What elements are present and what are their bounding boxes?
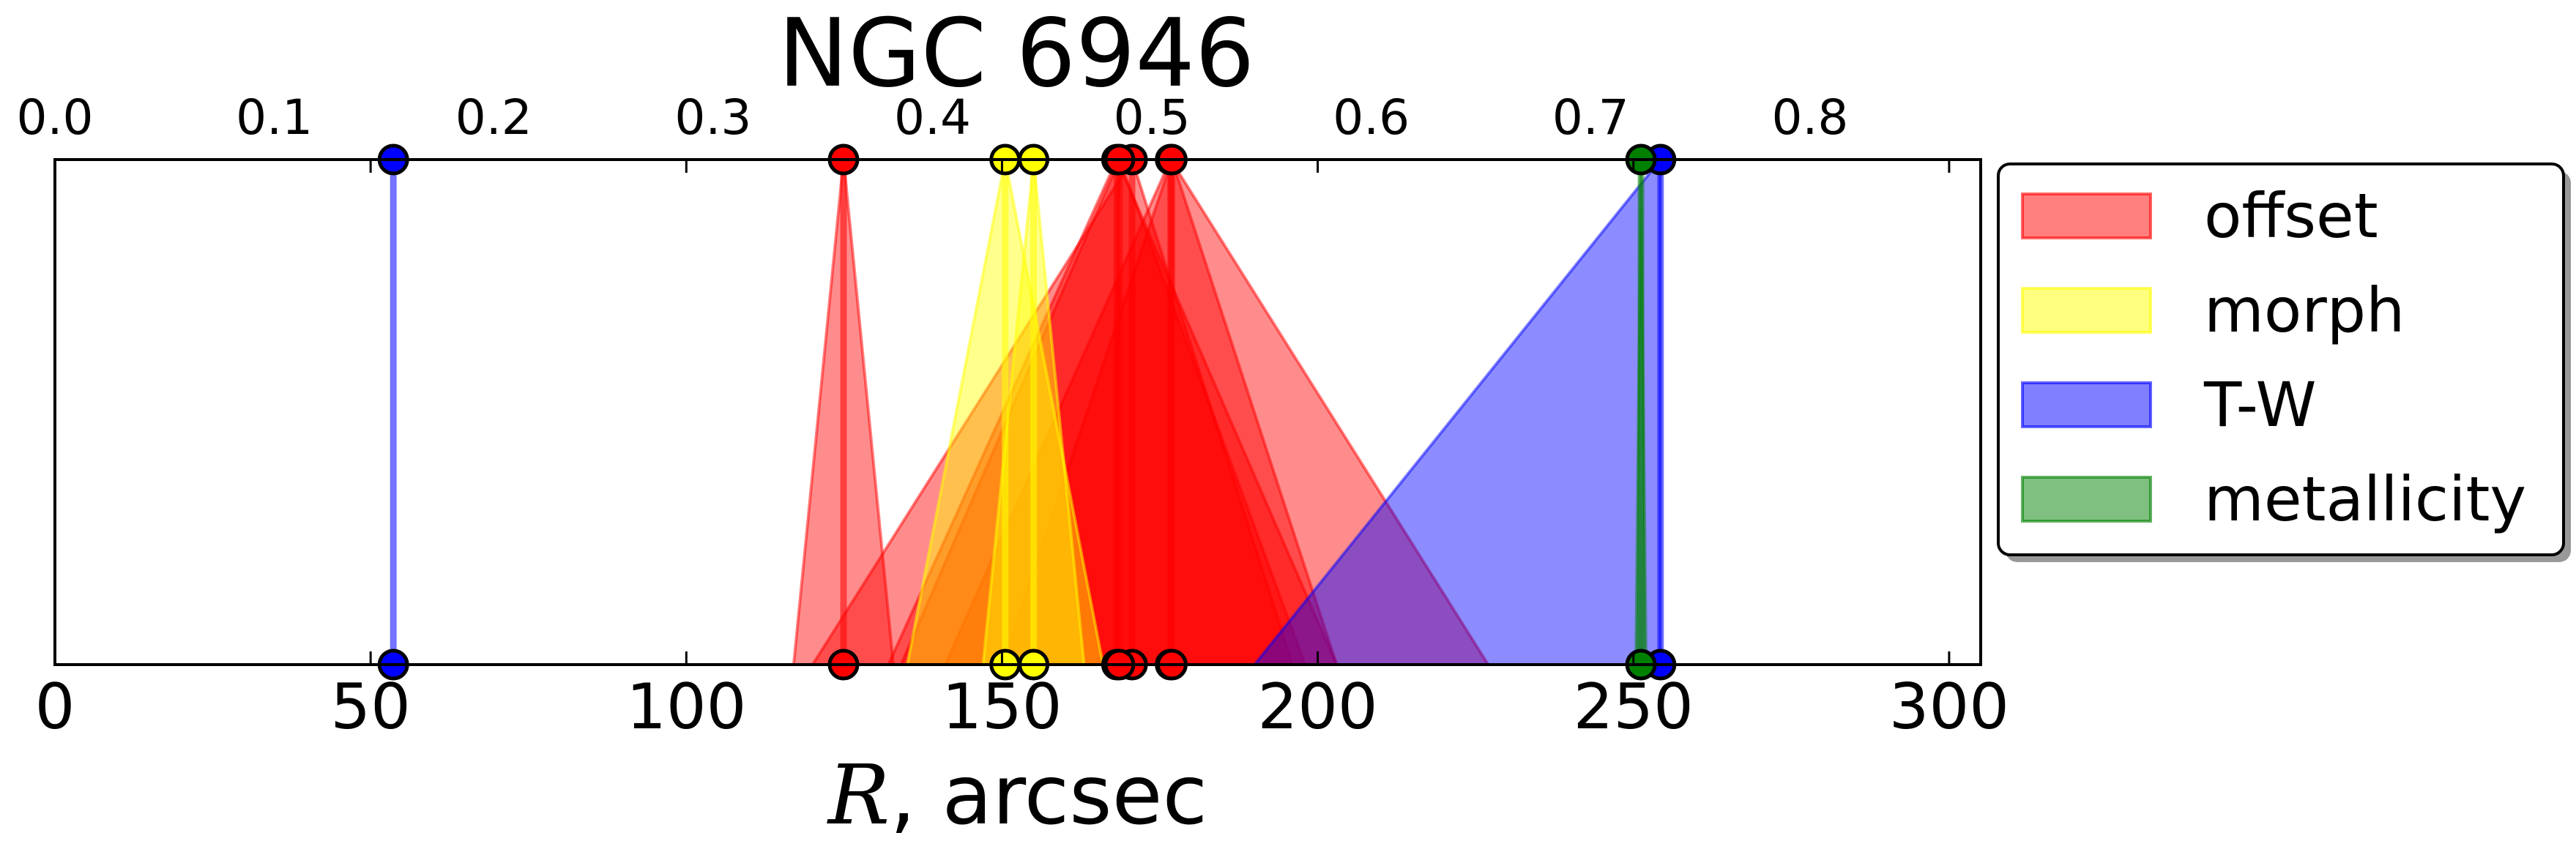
top-tick-label: 0.1: [236, 89, 313, 146]
chart-title: NGC 6946: [778, 0, 1255, 108]
top-tick-label: 0.8: [1771, 89, 1848, 146]
x-axis-label: R, arcsec: [827, 748, 1207, 843]
legend-swatch-metallicity: [2021, 476, 2152, 523]
top-axis: 0.0 0.1 0.2 0.3 0.4 0.5 0.6 0.7 0.8: [17, 89, 1849, 146]
legend-swatch-morph: [2021, 287, 2152, 334]
top-tick-label: 0.2: [455, 89, 532, 146]
plot-area: [377, 143, 1677, 681]
legend-swatch-T-W: [2021, 381, 2152, 428]
legend-box: [1997, 162, 2565, 556]
x-axis-label-rest: , arcsec: [890, 748, 1207, 843]
x-tick-label: 300: [1889, 670, 2009, 744]
legend-label-metallicity: metallicity: [2204, 463, 2526, 535]
x-tick-label: 100: [626, 670, 746, 744]
top-tick-label: 0.3: [674, 89, 751, 146]
top-tick-label: 0.7: [1552, 89, 1629, 146]
legend-swatch-offset: [2021, 193, 2152, 239]
top-tick-label: 0.0: [17, 89, 94, 146]
bottom-axis: 0 50 100 150 200 250 300: [35, 160, 2009, 744]
top-tick-label: 0.5: [1114, 89, 1191, 146]
x-tick-label: 0: [35, 670, 75, 744]
top-tick-label: 0.6: [1333, 89, 1410, 146]
x-tick-label: 50: [330, 670, 410, 744]
legend: offset morph T-W metallicity: [1997, 162, 2571, 562]
legend-label-T-W: T-W: [2203, 369, 2317, 441]
x-tick-label: 250: [1574, 670, 1694, 744]
legend-label-offset: offset: [2204, 180, 2378, 252]
x-tick-label: 200: [1258, 670, 1378, 744]
x-tick-label: 150: [942, 670, 1062, 744]
top-tick-label: 0.4: [894, 89, 971, 146]
plot-frame: [53, 158, 1982, 666]
x-axis-label-var: R: [827, 748, 890, 843]
legend-label-morph: morph: [2204, 274, 2405, 346]
